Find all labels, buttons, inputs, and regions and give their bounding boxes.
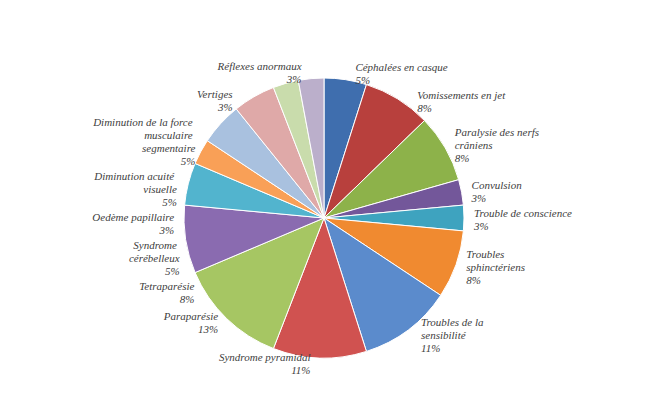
svg-text:8%: 8% (455, 152, 470, 164)
svg-text:8%: 8% (417, 102, 432, 114)
svg-text:cérébelleux: cérébelleux (129, 252, 180, 264)
svg-text:Diminution acuité: Diminution acuité (93, 170, 177, 182)
svg-text:Syndrome pyramidal: Syndrome pyramidal (219, 351, 311, 363)
svg-text:sphinctériens: sphinctériens (466, 261, 525, 273)
svg-text:Syndrome: Syndrome (133, 239, 179, 251)
svg-text:Céphalées en casque: Céphalées en casque (355, 61, 447, 73)
svg-text:musculaire: musculaire (144, 129, 195, 141)
svg-text:3%: 3% (158, 224, 174, 236)
svg-text:8%: 8% (466, 274, 481, 286)
svg-text:Vertiges: Vertiges (197, 88, 232, 100)
svg-text:sensibilité: sensibilité (421, 329, 467, 341)
svg-text:Oedème papillaire: Oedème papillaire (92, 211, 174, 223)
svg-text:Paralysie des nerfs: Paralysie des nerfs (454, 126, 542, 138)
svg-text:8%: 8% (180, 293, 195, 305)
svg-text:3%: 3% (286, 73, 302, 85)
svg-text:Paraparésie: Paraparésie (163, 310, 219, 322)
svg-text:5%: 5% (181, 155, 196, 167)
svg-text:5%: 5% (162, 196, 177, 208)
svg-text:3%: 3% (471, 192, 487, 204)
svg-text:Réflexes anormaux: Réflexes anormaux (217, 60, 302, 72)
svg-text:13%: 13% (198, 323, 218, 335)
svg-text:crâniens: crâniens (455, 139, 493, 151)
svg-text:Troubles: Troubles (466, 248, 507, 260)
svg-text:11%: 11% (291, 364, 310, 376)
svg-text:Convulsion: Convulsion (472, 179, 523, 191)
svg-text:11%: 11% (421, 342, 440, 354)
svg-text:Vomissements en jet: Vomissements en jet (417, 89, 506, 101)
svg-text:Trouble de conscience: Trouble de conscience (474, 207, 572, 219)
svg-text:Diminution de la force: Diminution de la force (92, 116, 195, 128)
svg-text:5%: 5% (355, 74, 370, 86)
svg-text:Tetraparésie: Tetraparésie (139, 280, 194, 292)
svg-text:segmentaire: segmentaire (142, 142, 195, 154)
svg-text:3%: 3% (217, 101, 233, 113)
svg-text:5%: 5% (165, 265, 180, 277)
svg-text:visuelle: visuelle (143, 183, 177, 195)
svg-text:Troubles de la: Troubles de la (421, 316, 486, 328)
svg-text:3%: 3% (473, 220, 489, 232)
